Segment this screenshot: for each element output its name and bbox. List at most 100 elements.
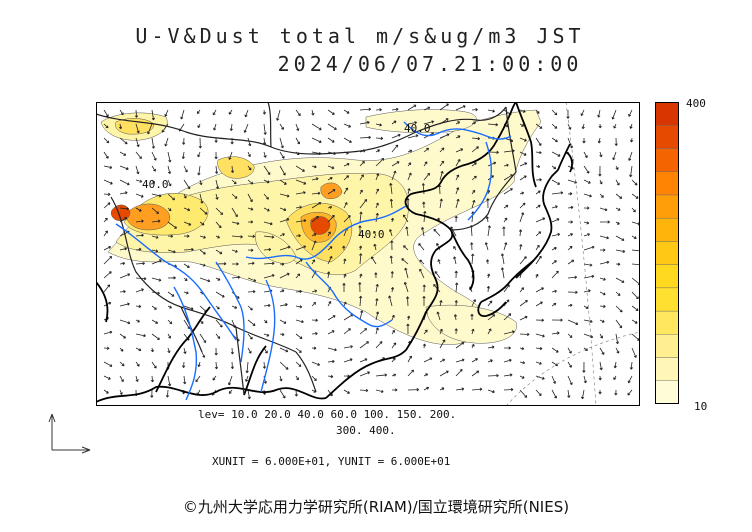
wind-arrow (135, 233, 144, 237)
wind-arrow (327, 301, 332, 307)
wind-arrow (583, 179, 591, 184)
wind-arrow (551, 318, 563, 322)
wind-arrow (247, 389, 251, 400)
wind-arrow (631, 249, 640, 252)
wind-arrow (535, 389, 542, 396)
wind-arrow (343, 202, 348, 209)
contour-label-center: 40.0 (358, 228, 385, 241)
wind-arrow (103, 330, 113, 335)
wind-arrow (167, 207, 172, 212)
wind-arrow (165, 389, 170, 398)
wind-arrow (487, 300, 493, 307)
wind-arrow (597, 137, 601, 144)
wind-arrow (359, 174, 364, 181)
wind-arrow (244, 109, 249, 118)
wind-arrow (453, 246, 457, 251)
wind-arrow (502, 226, 506, 237)
wind-arrow (103, 346, 110, 350)
wind-arrow (151, 235, 159, 239)
wind-arrow (343, 273, 347, 279)
wind-arrow (567, 290, 578, 294)
wind-arrow (119, 207, 130, 211)
wind-arrow (199, 179, 203, 186)
wind-arrow (103, 109, 109, 118)
wind-arrow (311, 259, 316, 265)
wind-arrow (327, 374, 334, 379)
wind-arrow (262, 361, 267, 369)
wind-arrow (471, 136, 481, 141)
wind-arrow (375, 298, 379, 307)
wind-arrow (582, 361, 586, 373)
wind-arrow (535, 318, 545, 322)
wind-arrow (567, 259, 575, 265)
wind-arrow (247, 165, 252, 171)
wind-arrow (103, 246, 112, 251)
wind-arrow (631, 193, 639, 199)
wind-arrow (423, 357, 433, 363)
wind-arrow (311, 216, 319, 223)
wind-arrow (551, 347, 559, 353)
wind-arrow (263, 207, 270, 212)
wind-arrow (500, 253, 505, 265)
wind-arrow (421, 183, 425, 195)
wind-arrow (279, 151, 285, 159)
wind-arrow (135, 219, 144, 223)
wind-arrow (263, 179, 270, 184)
wind-arrow (391, 107, 399, 112)
wind-arrow (311, 375, 317, 381)
wind-arrow (583, 193, 592, 198)
wind-arrow (455, 174, 460, 181)
wind-arrow (389, 229, 393, 237)
wind-arrow (439, 198, 443, 209)
wind-arrow (119, 302, 130, 307)
wind-arrow (631, 263, 640, 267)
wind-arrow (551, 218, 560, 223)
coastlines (96, 102, 573, 403)
wind-arrow (119, 319, 131, 325)
wind-arrow (103, 271, 112, 279)
wind-arrow (454, 328, 458, 335)
wind-arrow (581, 123, 585, 130)
wind-arrow (375, 212, 379, 223)
wind-arrow (279, 361, 289, 370)
wind-arrow (614, 137, 618, 146)
wind-arrow (215, 291, 225, 298)
wind-arrow (135, 193, 144, 198)
wind-arrow (535, 231, 542, 237)
wind-arrow (598, 375, 602, 381)
wind-arrow (279, 245, 291, 251)
colorbar-cell (655, 380, 679, 404)
wind-arrow (535, 164, 541, 169)
wind-arrow (389, 198, 394, 209)
wind-arrow (279, 165, 286, 176)
wind-arrow (519, 256, 527, 265)
wind-arrow (519, 347, 525, 351)
wind-arrow (183, 291, 189, 295)
wind-arrow (263, 319, 268, 324)
wind-arrow (151, 137, 155, 149)
wind-arrow (135, 304, 142, 308)
wind-arrow (631, 179, 638, 186)
wind-arrow (599, 291, 606, 296)
wind-arrow (567, 361, 572, 368)
wind-arrow (455, 159, 461, 167)
wind-arrow (135, 347, 142, 352)
wind-arrow (615, 179, 620, 186)
wind-arrow (519, 202, 526, 209)
wind-arrow (551, 165, 557, 170)
wind-arrow (583, 319, 593, 323)
wind-arrow (134, 109, 139, 118)
wind-arrow (455, 358, 465, 363)
wind-arrow (375, 311, 380, 321)
wind-arrow (358, 225, 362, 236)
wind-arrow (453, 314, 458, 321)
wind-arrow (615, 291, 621, 296)
wind-arrow (407, 134, 419, 139)
wind-arrow (245, 361, 249, 374)
wind-arrow (311, 346, 317, 350)
wind-arrow (327, 123, 337, 130)
wind-arrow (519, 361, 526, 365)
wind-arrow (135, 288, 144, 293)
wind-arrow (183, 165, 188, 173)
wind-arrow (276, 109, 281, 121)
